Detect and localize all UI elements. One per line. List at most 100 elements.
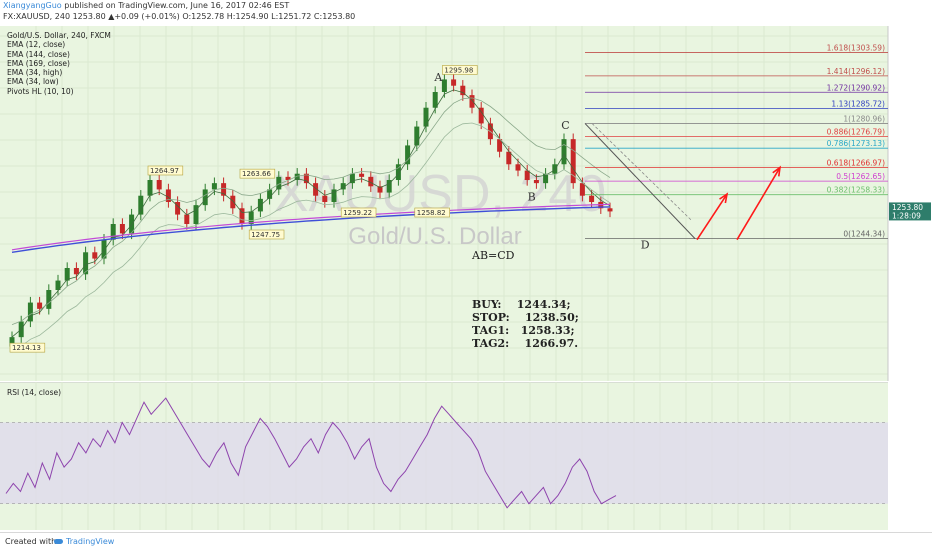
annotation-line: STOP: 1238.50; — [472, 311, 579, 324]
candle-body — [478, 107, 484, 124]
candle-body — [156, 180, 162, 190]
candle-body — [221, 183, 227, 196]
candle-body — [524, 170, 530, 180]
candle-body — [451, 79, 457, 86]
candle-body — [175, 202, 181, 215]
pivot-box — [414, 207, 450, 218]
pivot-label: 1263.66 — [242, 170, 271, 178]
annotation-line: TAG2: 1266.97. — [472, 337, 578, 350]
pivot-label: 1259.22 — [343, 209, 372, 217]
legend-item: EMA (144, close) — [7, 49, 70, 59]
candle-body — [377, 186, 383, 193]
pivot-box — [9, 342, 46, 353]
arrow-up-tag1-head — [719, 192, 729, 204]
candle-body — [497, 139, 503, 152]
pivot-box — [340, 207, 377, 218]
annotation-line: BUY: 1244.34; — [472, 298, 571, 311]
candle-body — [248, 211, 254, 224]
candle-body — [607, 208, 613, 212]
fib-label: 0.786(1273.13) — [827, 139, 885, 148]
candle-body — [589, 195, 595, 202]
pivot-label: 1264.97 — [150, 167, 179, 175]
pattern-label-b: B — [528, 190, 536, 203]
pivot-box — [147, 165, 184, 176]
cd-trend-line — [584, 123, 696, 239]
pattern-label-c: C — [561, 119, 569, 132]
rsi-band — [0, 422, 888, 504]
candle-body — [506, 151, 512, 165]
candle-body — [349, 173, 355, 184]
arrow-up-tag1 — [696, 193, 728, 241]
candle-body — [533, 180, 539, 184]
fib-label: 1.414(1296.12) — [827, 67, 885, 76]
candle-body — [147, 180, 153, 196]
ema-34-low-line — [11, 122, 611, 351]
candle-body — [184, 214, 190, 224]
candle-body — [46, 290, 52, 309]
legend-item: Pivots HL (10, 10) — [7, 86, 74, 96]
candle-body — [239, 208, 245, 224]
candle-body — [101, 239, 107, 259]
fib-label: 0.618(1266.97) — [827, 159, 885, 168]
candle-body — [340, 183, 346, 190]
pivot-box — [248, 229, 285, 240]
candle-body — [423, 107, 429, 127]
candle-body — [37, 302, 43, 309]
arrow-up-tag2-head — [772, 165, 782, 177]
created-with-label: Created with — [5, 537, 57, 546]
candle-body — [368, 176, 374, 187]
candle-body — [552, 164, 558, 174]
candle-body — [211, 183, 217, 190]
candle-body — [441, 79, 447, 92]
pivot-label: 1214.13 — [12, 344, 41, 352]
candle-body — [285, 176, 291, 180]
candle-body — [359, 173, 365, 177]
fib-label: 1.13(1285.72) — [831, 100, 885, 109]
countdown-value: 1:28:09 — [892, 211, 921, 220]
candle-body — [313, 183, 319, 196]
candle-body — [395, 164, 401, 180]
legend-item: EMA (12, close) — [7, 40, 66, 50]
candle-body — [202, 189, 208, 206]
candle-body — [322, 195, 328, 202]
candle-body — [294, 173, 300, 180]
candle-body — [230, 195, 236, 209]
pivot-label: 1247.75 — [251, 231, 280, 239]
candle-body — [267, 189, 273, 199]
candle-body — [432, 92, 438, 108]
rsi-label: RSI (14, close) — [7, 388, 62, 397]
fib-label: 1.618(1303.59) — [827, 43, 885, 52]
pattern-label-a: A — [433, 71, 443, 84]
pivot-label: 1258.82 — [417, 209, 446, 217]
chart-header: XiangyangGuo published on TradingView.co… — [0, 0, 932, 26]
ema-144-line — [11, 206, 611, 253]
publish-info: published on TradingView.com, June 16, 2… — [61, 1, 290, 10]
ema-169-line — [11, 203, 611, 251]
pivot-label: 1295.98 — [444, 66, 473, 74]
candle-body — [110, 224, 116, 240]
author-link[interactable]: XiangyangGuo — [3, 1, 62, 10]
candle-body — [55, 280, 61, 290]
candle-body — [570, 139, 576, 184]
fib-label: 0.886(1276.79) — [827, 128, 885, 137]
candle-body — [129, 214, 135, 234]
footer: Created with TradingView — [0, 532, 932, 551]
candle-body — [414, 126, 420, 146]
candle-body — [276, 176, 282, 190]
legend-item: EMA (34, low) — [7, 77, 59, 87]
arrow-up-tag2 — [736, 167, 781, 241]
candle-body — [165, 189, 171, 202]
candle-body — [27, 302, 33, 322]
candle-body — [460, 85, 466, 96]
cd-dashed-line — [591, 123, 693, 222]
last-price-value: 1253.80 — [892, 203, 923, 212]
candle-body — [386, 180, 392, 193]
candle-body — [9, 337, 15, 347]
candle-body — [64, 268, 70, 281]
rsi-chart[interactable] — [0, 382, 932, 530]
candle-body — [561, 139, 567, 165]
candle-body — [193, 205, 199, 224]
pivot-box — [239, 168, 276, 179]
candle-body — [119, 224, 125, 234]
